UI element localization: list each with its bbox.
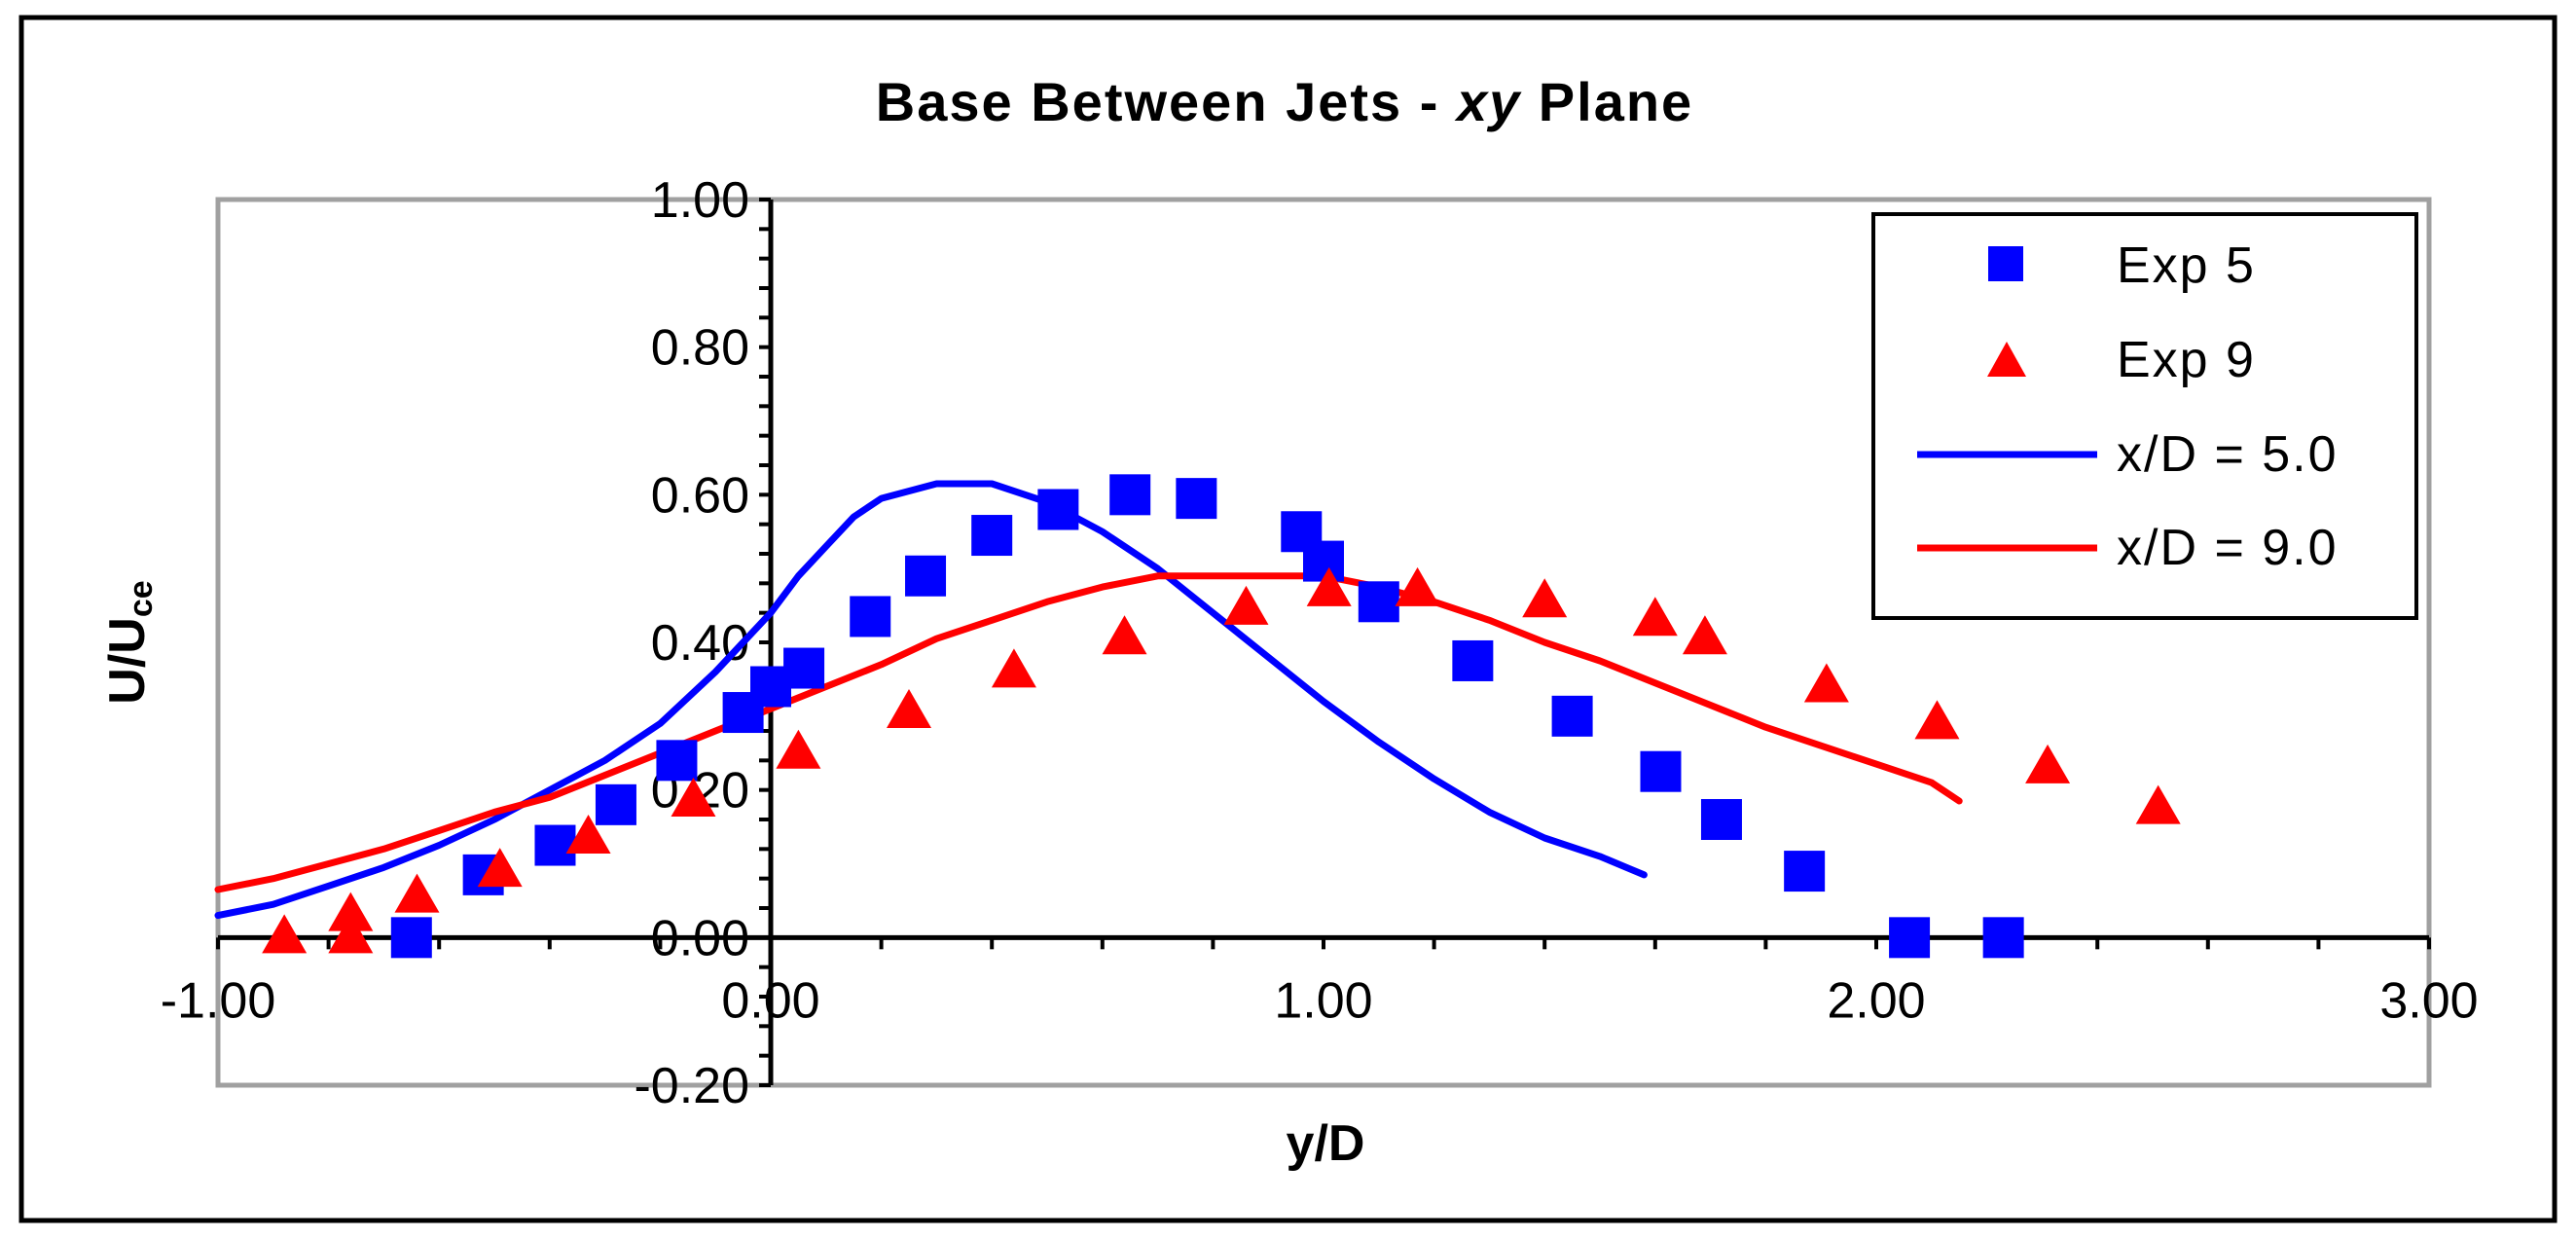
exp5-data-point (783, 647, 825, 689)
exp5-data-point (595, 783, 636, 825)
series-line-xd5 (214, 480, 1648, 920)
legend-exp5-label: Exp 5 (2117, 237, 2256, 294)
y-axis-title-main: U/U (99, 617, 156, 705)
exp5-data-point (971, 515, 1013, 557)
y-axis-title-sub: ce (123, 580, 160, 617)
exp5-data-point (1037, 489, 1079, 530)
exp9-data-point (1395, 566, 1440, 606)
series-line-xd9 (214, 572, 1963, 893)
x-tick-label: -1.00 (161, 972, 276, 1029)
legend-xd5-label: x/D = 5.0 (2117, 426, 2339, 483)
exp9-data-point (2025, 744, 2071, 783)
legend-exp5-square-icon (1988, 246, 2023, 281)
x-axis-title: y/D (1287, 1115, 1365, 1172)
exp9-data-point (887, 689, 931, 729)
legend-exp9-label: Exp 9 (2117, 332, 2256, 388)
exp9-data-point (1223, 585, 1269, 625)
exp5-data-point (850, 596, 891, 637)
y-axis-title: U/Uce (99, 580, 160, 704)
y-tick-label: 0.40 (651, 615, 749, 672)
x-tick-label: 0.00 (721, 972, 819, 1029)
exp9-data-point (262, 914, 308, 954)
exp9-data-point (1632, 597, 1678, 637)
title-part-2: xy (1454, 71, 1522, 132)
exp5-data-point (1176, 478, 1217, 520)
x-tick-label: 2.00 (1827, 972, 1925, 1029)
exp9-data-point (2135, 784, 2181, 824)
y-tick-label: 1.00 (651, 172, 749, 229)
y-tick-label: -0.20 (634, 1058, 749, 1114)
exp5-data-point (1452, 639, 1494, 681)
exp9-data-point (1102, 615, 1147, 655)
exp9-data-point (328, 892, 374, 931)
title-part-1: Base Between Jets - (876, 71, 1457, 132)
y-tick-label: 0.80 (651, 320, 749, 377)
y-tick-label: 0.00 (651, 910, 749, 966)
y-tick-label: 0.60 (651, 467, 749, 524)
exp9-data-point (1522, 578, 1568, 618)
exp9-data-point (1803, 663, 1849, 703)
series-lines (214, 480, 1963, 920)
exp9-data-point (671, 778, 716, 818)
exp9-data-point (991, 648, 1036, 688)
legend: Exp 5 Exp 9 x/D = 5.0 x/D = 9.0 (1871, 212, 2418, 620)
exp5-data-point (1303, 540, 1344, 582)
exp5-data-point (1700, 799, 1742, 840)
exp9-data-point (565, 814, 611, 854)
exp5-data-point (534, 824, 576, 866)
exp9-data-point (477, 848, 523, 888)
exp5-data-point (1982, 917, 2024, 959)
exp9-data-point (328, 914, 374, 954)
exp5-data-point (905, 555, 947, 597)
x-tick-label: 3.00 (2379, 972, 2478, 1029)
exp9-data-point (1306, 566, 1352, 606)
exp5-data-point (390, 917, 432, 959)
exp5-data-point (1889, 917, 1931, 959)
exp5-data-point (1640, 750, 1682, 792)
chart-title: Base Between Jets - xy Plane (876, 71, 1693, 132)
exp5-data-point (1109, 474, 1151, 516)
x-tick-label: 1.00 (1274, 972, 1372, 1029)
legend-xd9-label: x/D = 9.0 (2117, 520, 2339, 576)
exp9-data-point (1914, 700, 1960, 740)
exp5-data-point (656, 740, 698, 782)
legend-exp9-triangle-icon (1987, 342, 2026, 377)
axes: -1.000.001.002.003.001.000.800.600.400.2… (161, 172, 2479, 1114)
series-markers (262, 474, 2181, 959)
title-part-3: Plane (1521, 71, 1693, 132)
exp9-data-point (1682, 615, 1727, 655)
exp5-data-point (1358, 581, 1399, 623)
exp5-data-point (1551, 695, 1593, 737)
exp9-data-point (394, 873, 440, 913)
exp9-data-point (776, 729, 821, 769)
exp5-data-point (1784, 851, 1826, 892)
